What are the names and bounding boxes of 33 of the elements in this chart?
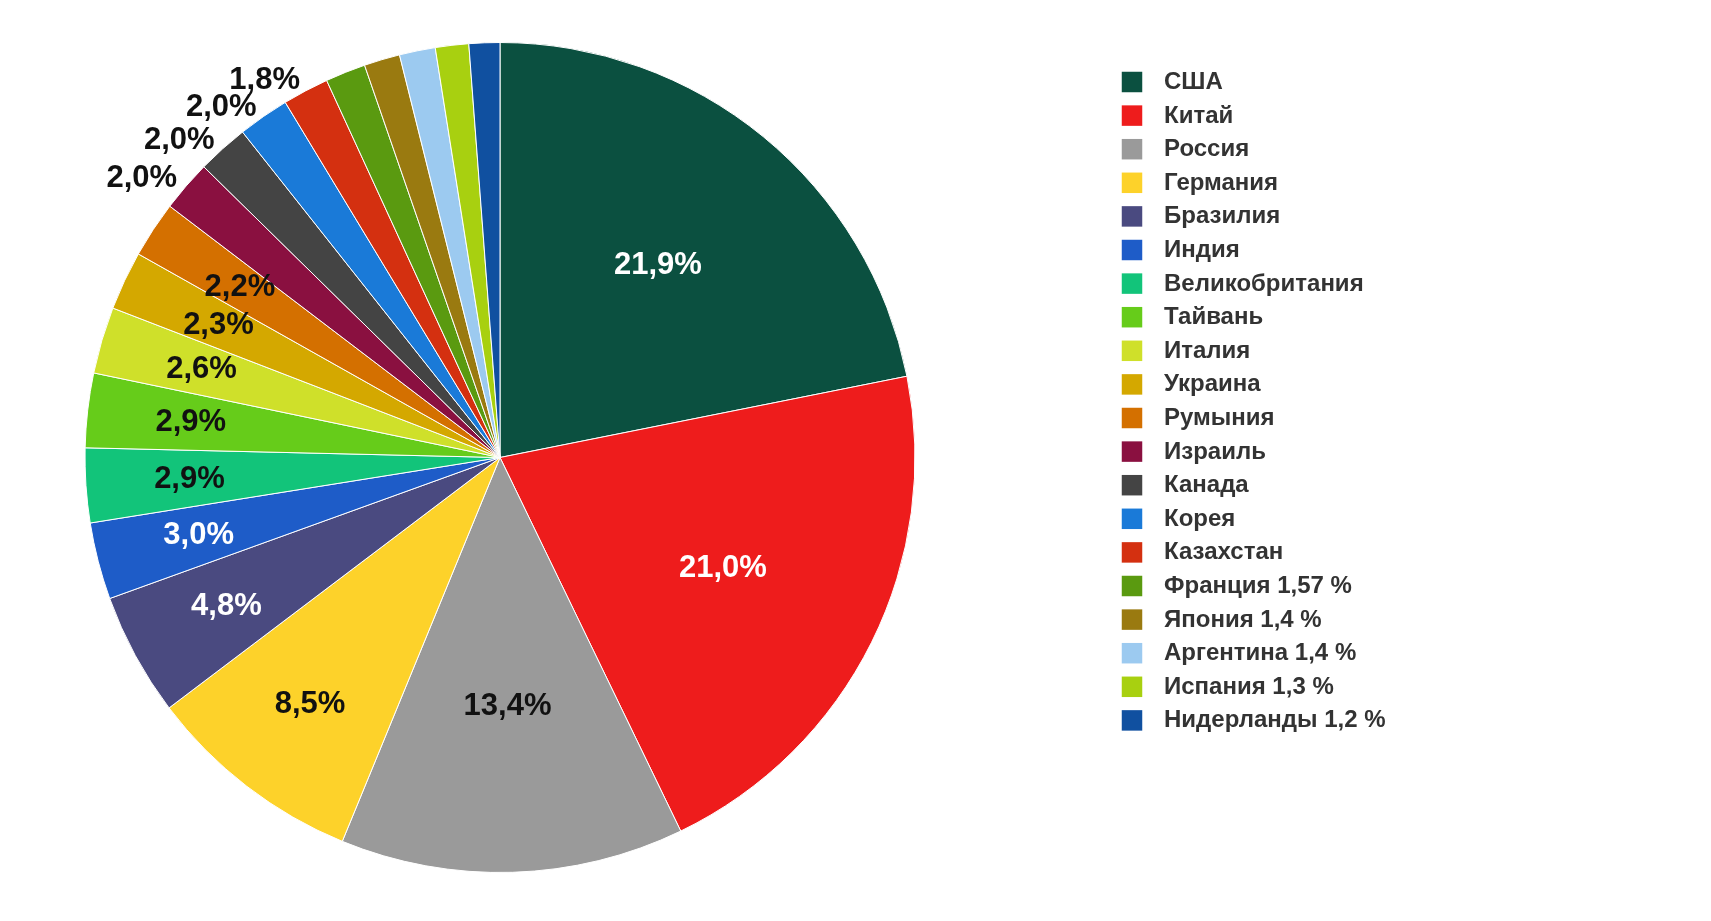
legend-label: Тайвань — [1164, 302, 1264, 330]
legend-label: Канада — [1164, 470, 1250, 498]
data-label: 2,6% — [166, 350, 237, 386]
data-label: 3,0% — [163, 516, 234, 552]
legend-label: Нидерланды 1,2 % — [1164, 705, 1386, 733]
legend-label: Израиль — [1164, 436, 1266, 464]
legend-label: Япония 1,4 % — [1164, 604, 1322, 632]
legend-label: Россия — [1164, 134, 1250, 162]
legend-label: Казахстан — [1164, 537, 1284, 565]
data-label: 2,2% — [204, 267, 276, 303]
data-label: 13,4% — [463, 687, 552, 723]
data-label: 8,5% — [274, 685, 346, 721]
legend-label: Китай — [1164, 100, 1234, 128]
data-label: 2,0% — [106, 159, 178, 195]
legend-label: Корея — [1164, 503, 1236, 531]
legend-label: Румыния — [1164, 403, 1275, 430]
data-label: 21,9% — [613, 245, 702, 281]
data-label: 2,3% — [183, 305, 254, 341]
legend-label: Бразилия — [1164, 201, 1281, 229]
data-label: 2,9% — [154, 459, 225, 495]
legend-label: Индия — [1164, 235, 1240, 262]
legend-label: Украина — [1164, 369, 1262, 397]
data-label: 4,8% — [191, 586, 262, 622]
data-label: 2,0% — [143, 120, 215, 156]
legend-label: Германия — [1164, 167, 1279, 195]
legend-label: Аргентина 1,4 % — [1164, 638, 1357, 666]
data-label: 21,0% — [679, 549, 767, 585]
legend-label: Великобритания — [1164, 268, 1364, 296]
legend-label: Франция 1,57 % — [1164, 571, 1352, 598]
legend-label: Италия — [1164, 335, 1251, 363]
data-label: 2,9% — [155, 403, 227, 438]
legend-label: США — [1164, 67, 1223, 94]
legend-label: Испания 1,3 % — [1164, 671, 1334, 699]
